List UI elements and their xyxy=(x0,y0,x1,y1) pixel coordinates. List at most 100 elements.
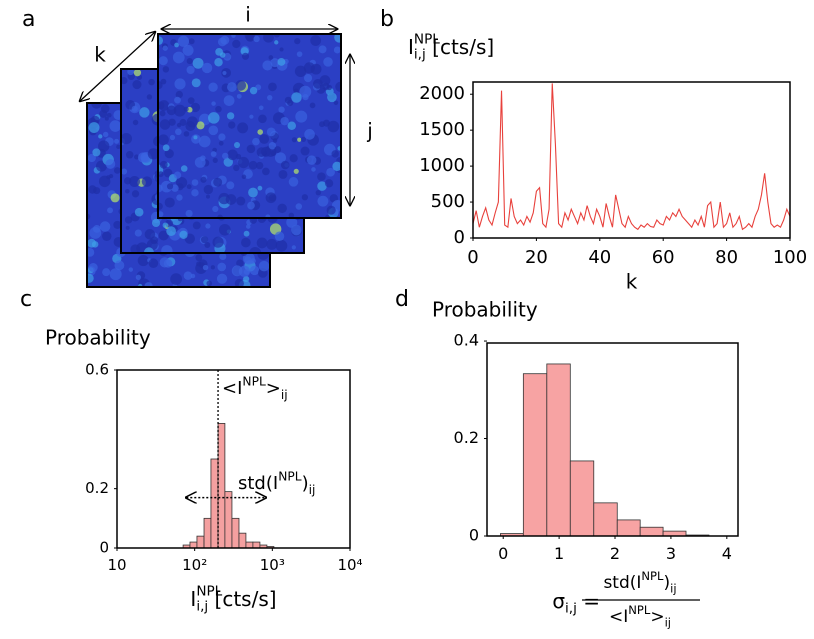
y-tick-label: 500 xyxy=(431,191,465,212)
speckle xyxy=(295,110,308,123)
speckle xyxy=(186,58,193,65)
text-part: NPL xyxy=(414,32,440,48)
speckle xyxy=(262,167,270,176)
speckle xyxy=(333,100,339,106)
text-part: NPL xyxy=(278,469,302,483)
text-part: ij xyxy=(665,615,671,629)
speckle xyxy=(183,106,189,112)
speckle xyxy=(159,160,168,169)
text-part: i,j xyxy=(196,598,208,614)
speckle xyxy=(289,154,298,163)
x-axis-label: k xyxy=(626,270,638,294)
speckle xyxy=(319,121,326,128)
x-tick-label: 10 xyxy=(107,556,126,574)
speckle xyxy=(267,94,273,101)
speckle xyxy=(278,106,285,113)
speckle xyxy=(291,245,296,250)
speckle xyxy=(148,78,155,86)
speckle xyxy=(258,105,264,111)
speckle xyxy=(191,179,199,186)
speckle xyxy=(204,242,211,249)
y-tick-label: 0.2 xyxy=(454,428,479,447)
speckle xyxy=(148,258,159,269)
speckle xyxy=(137,152,149,163)
speckle xyxy=(89,227,102,239)
speckle xyxy=(288,212,295,218)
speckle xyxy=(186,65,195,75)
speckle xyxy=(274,231,285,242)
dimension-arrow xyxy=(80,32,155,101)
speckle xyxy=(263,34,274,43)
text-part: <I xyxy=(222,378,242,399)
speckle xyxy=(151,218,161,228)
speckle xyxy=(278,169,288,179)
x-tick-label: 40 xyxy=(588,247,611,268)
speckle xyxy=(277,58,286,66)
speckle xyxy=(92,148,101,157)
speckle xyxy=(223,95,235,107)
speckle xyxy=(280,116,289,126)
speckle xyxy=(331,150,339,158)
std-label: std(INPL)ij xyxy=(238,469,315,496)
speckle xyxy=(169,134,176,141)
hist-bar xyxy=(196,535,205,549)
speckle xyxy=(248,187,258,198)
speckle xyxy=(306,155,317,165)
text-part: ij xyxy=(281,387,288,401)
speckle xyxy=(246,144,256,154)
speckle xyxy=(218,223,231,236)
speckle xyxy=(247,201,255,210)
text-part: I xyxy=(408,35,414,59)
speckle xyxy=(134,207,144,217)
speckle xyxy=(166,226,176,236)
speckle xyxy=(196,121,205,130)
hist-bar xyxy=(546,363,571,537)
x-tick-label: 4 xyxy=(722,544,732,563)
speckle xyxy=(257,129,263,135)
hist-bar xyxy=(252,541,261,549)
speckle xyxy=(116,144,121,150)
speckle xyxy=(201,62,213,74)
x-tick-label: 2 xyxy=(610,544,620,563)
speckle xyxy=(190,102,201,113)
speckle xyxy=(186,116,198,128)
speckle xyxy=(309,102,316,109)
x-axis-numerator: std(INPL)ij xyxy=(603,568,676,595)
speckle xyxy=(179,230,188,239)
y-tick-label: 1000 xyxy=(419,155,465,176)
speckle xyxy=(212,157,218,163)
hist-bar xyxy=(210,458,219,549)
speckle xyxy=(219,52,226,58)
speckle xyxy=(174,42,179,48)
axes-frame xyxy=(116,369,351,549)
speckle xyxy=(109,120,122,132)
speckle xyxy=(279,47,284,52)
speckle xyxy=(222,70,227,76)
speckle xyxy=(272,138,278,143)
speckle xyxy=(228,121,236,129)
image-layer xyxy=(158,34,341,218)
speckle xyxy=(91,103,102,109)
speckle xyxy=(266,238,278,250)
speckle xyxy=(128,267,134,272)
speckle xyxy=(160,78,167,85)
speckle xyxy=(162,45,168,51)
image-stack xyxy=(86,33,342,288)
speckle xyxy=(317,195,329,207)
text-part: ) xyxy=(663,573,670,593)
speckle xyxy=(187,97,195,104)
speckle xyxy=(237,122,249,134)
speckle xyxy=(170,273,183,286)
speckle xyxy=(124,216,133,224)
speckle xyxy=(259,134,270,144)
speckle xyxy=(222,152,229,160)
speckle xyxy=(301,194,309,201)
speckle xyxy=(219,252,227,261)
speckle xyxy=(295,203,303,210)
speckle xyxy=(158,230,169,241)
speckle xyxy=(121,132,133,145)
speckle xyxy=(104,116,109,121)
speckle xyxy=(166,105,177,116)
speckle xyxy=(275,239,288,252)
speckle xyxy=(250,258,256,264)
